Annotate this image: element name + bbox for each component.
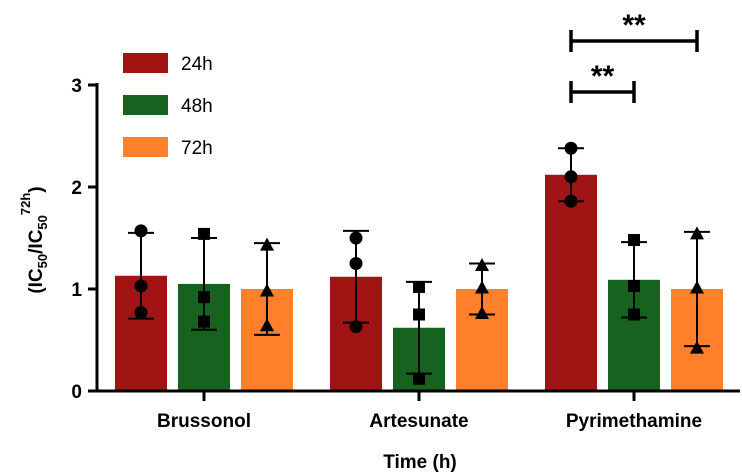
- data-point-brussonol-72h-2: [260, 283, 274, 297]
- data-point-pyrimethamine-72h-2: [690, 280, 704, 294]
- data-point-pyrimethamine-48h-1: [628, 234, 640, 247]
- x-tick-label: Pyrimethamine: [566, 411, 702, 432]
- x-axis-title: Time (h): [383, 452, 457, 473]
- data-point-pyrimethamine-24h-1: [564, 141, 578, 155]
- data-point-pyrimethamine-48h-2: [628, 279, 640, 292]
- data-point-artesunate-72h-2: [475, 280, 489, 294]
- svg-text:(IC50/IC5072h): (IC50/IC5072h): [18, 186, 50, 293]
- data-point-artesunate-48h-2: [413, 308, 425, 321]
- legend-swatch-72h: [123, 137, 168, 157]
- significance-label: **: [591, 60, 615, 93]
- x-tick-label: Brussonol: [157, 411, 251, 432]
- data-point-pyrimethamine-72h-3: [690, 340, 704, 354]
- data-point-artesunate-72h-3: [475, 305, 489, 319]
- legend-label-24h: 24h: [181, 54, 213, 75]
- y-tick-label: 3: [71, 76, 82, 97]
- data-point-pyrimethamine-24h-2: [564, 170, 578, 184]
- data-point-pyrimethamine-24h-3: [564, 194, 578, 208]
- data-point-brussonol-24h-1: [134, 224, 148, 238]
- data-point-pyrimethamine-72h-1: [690, 226, 704, 240]
- data-point-artesunate-48h-3: [413, 372, 425, 385]
- legend-label-48h: 48h: [181, 96, 213, 117]
- y-tick-label: 0: [71, 382, 82, 403]
- data-point-brussonol-72h-1: [260, 237, 274, 251]
- bar-pyrimethamine-24h: [545, 174, 597, 391]
- bars-layer: [115, 141, 723, 391]
- y-tick-label: 2: [71, 178, 82, 199]
- data-point-brussonol-72h-3: [260, 318, 274, 332]
- data-point-brussonol-24h-3: [134, 305, 148, 319]
- ticks-layer: 0 1 2 3 Brussonol Artesunate Pyrimethamine: [71, 76, 702, 432]
- data-point-pyrimethamine-48h-3: [628, 308, 640, 321]
- legend-swatch-24h: [123, 53, 168, 73]
- data-point-artesunate-72h-1: [475, 258, 489, 272]
- y-tick-label: 1: [71, 280, 82, 301]
- significance-layer: ****: [569, 9, 699, 103]
- significance-label: **: [622, 9, 646, 42]
- y-axis-title: (IC50/IC5072h): [18, 186, 50, 293]
- legend-label-72h: 72h: [181, 138, 213, 159]
- x-tick-label: Artesunate: [369, 411, 468, 432]
- data-point-artesunate-24h-3: [349, 320, 363, 334]
- data-point-artesunate-24h-1: [349, 231, 363, 245]
- data-point-artesunate-48h-1: [413, 280, 425, 293]
- data-point-artesunate-24h-2: [349, 257, 363, 270]
- data-point-brussonol-48h-2: [198, 291, 210, 304]
- data-point-brussonol-48h-1: [198, 227, 210, 240]
- data-point-brussonol-48h-3: [198, 315, 210, 328]
- legend-swatch-48h: [123, 95, 168, 115]
- data-point-brussonol-24h-2: [134, 279, 148, 293]
- legend: 24h 48h 72h: [123, 53, 213, 159]
